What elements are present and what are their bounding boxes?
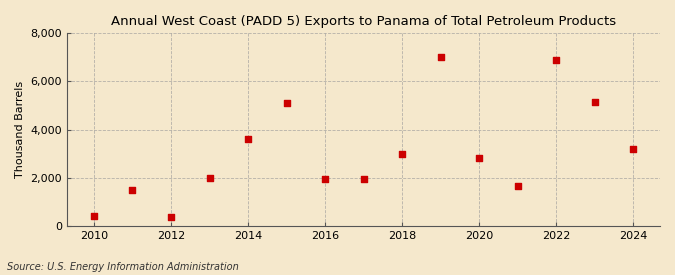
Point [474, 156, 485, 161]
Point [397, 152, 408, 156]
Point [512, 184, 523, 188]
Text: Source: U.S. Energy Information Administration: Source: U.S. Energy Information Administ… [7, 262, 238, 272]
Point [358, 177, 369, 181]
Point [88, 214, 99, 218]
Point [551, 57, 562, 62]
Point [127, 188, 138, 192]
Point [589, 100, 600, 104]
Title: Annual West Coast (PADD 5) Exports to Panama of Total Petroleum Products: Annual West Coast (PADD 5) Exports to Pa… [111, 15, 616, 28]
Point [281, 101, 292, 105]
Point [435, 55, 446, 60]
Y-axis label: Thousand Barrels: Thousand Barrels [15, 81, 25, 178]
Point [242, 137, 253, 141]
Point [165, 215, 176, 220]
Point [320, 177, 331, 181]
Point [628, 147, 639, 151]
Point [204, 175, 215, 180]
